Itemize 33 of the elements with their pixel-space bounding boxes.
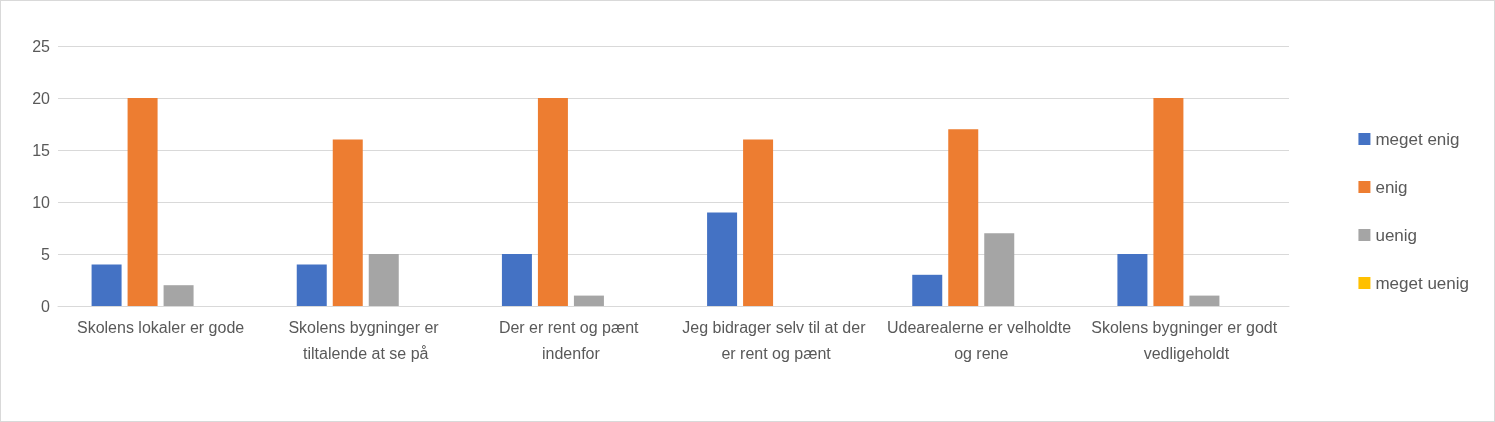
bar	[1117, 254, 1148, 306]
x-tick-label: Skolens lokaler er gode	[76, 318, 245, 336]
y-tick-label: 25	[32, 37, 51, 55]
bar	[743, 139, 774, 306]
bar	[501, 254, 532, 306]
bar	[948, 129, 979, 306]
x-tick-label: Udearealerne er velholdte og rene	[886, 318, 1076, 362]
y-tick-label: 15	[32, 141, 51, 159]
bar	[537, 98, 568, 306]
x-tick-label: Skolens bygninger er godt vedligeholdt	[1091, 318, 1282, 362]
bar	[1189, 295, 1220, 306]
bar	[368, 254, 399, 306]
x-tick-label: Jeg bidrager selv til at der er rent og pænt	[682, 318, 870, 362]
y-tick-label: 20	[32, 89, 51, 107]
y-tick-label: 10	[32, 193, 51, 211]
bar	[984, 233, 1015, 306]
x-tick-label: Skolens bygninger er tiltalende at se på	[288, 318, 444, 362]
bar	[573, 295, 604, 306]
bar	[332, 139, 363, 306]
bar	[163, 285, 194, 306]
bar	[912, 274, 943, 306]
bar	[91, 264, 122, 306]
y-tick-label: 0	[41, 297, 51, 315]
x-tick-label: Der er rent og pænt indenfor	[498, 318, 643, 362]
legend-label: uenig	[1375, 225, 1418, 245]
bar	[296, 264, 327, 306]
legend-label: meget uenig	[1375, 273, 1470, 293]
legend-label: meget enig	[1375, 129, 1460, 149]
legend-label: enig	[1375, 177, 1408, 197]
bar	[1153, 98, 1184, 306]
y-tick-label: 5	[41, 245, 51, 263]
bar	[127, 98, 158, 306]
bar	[707, 212, 738, 306]
